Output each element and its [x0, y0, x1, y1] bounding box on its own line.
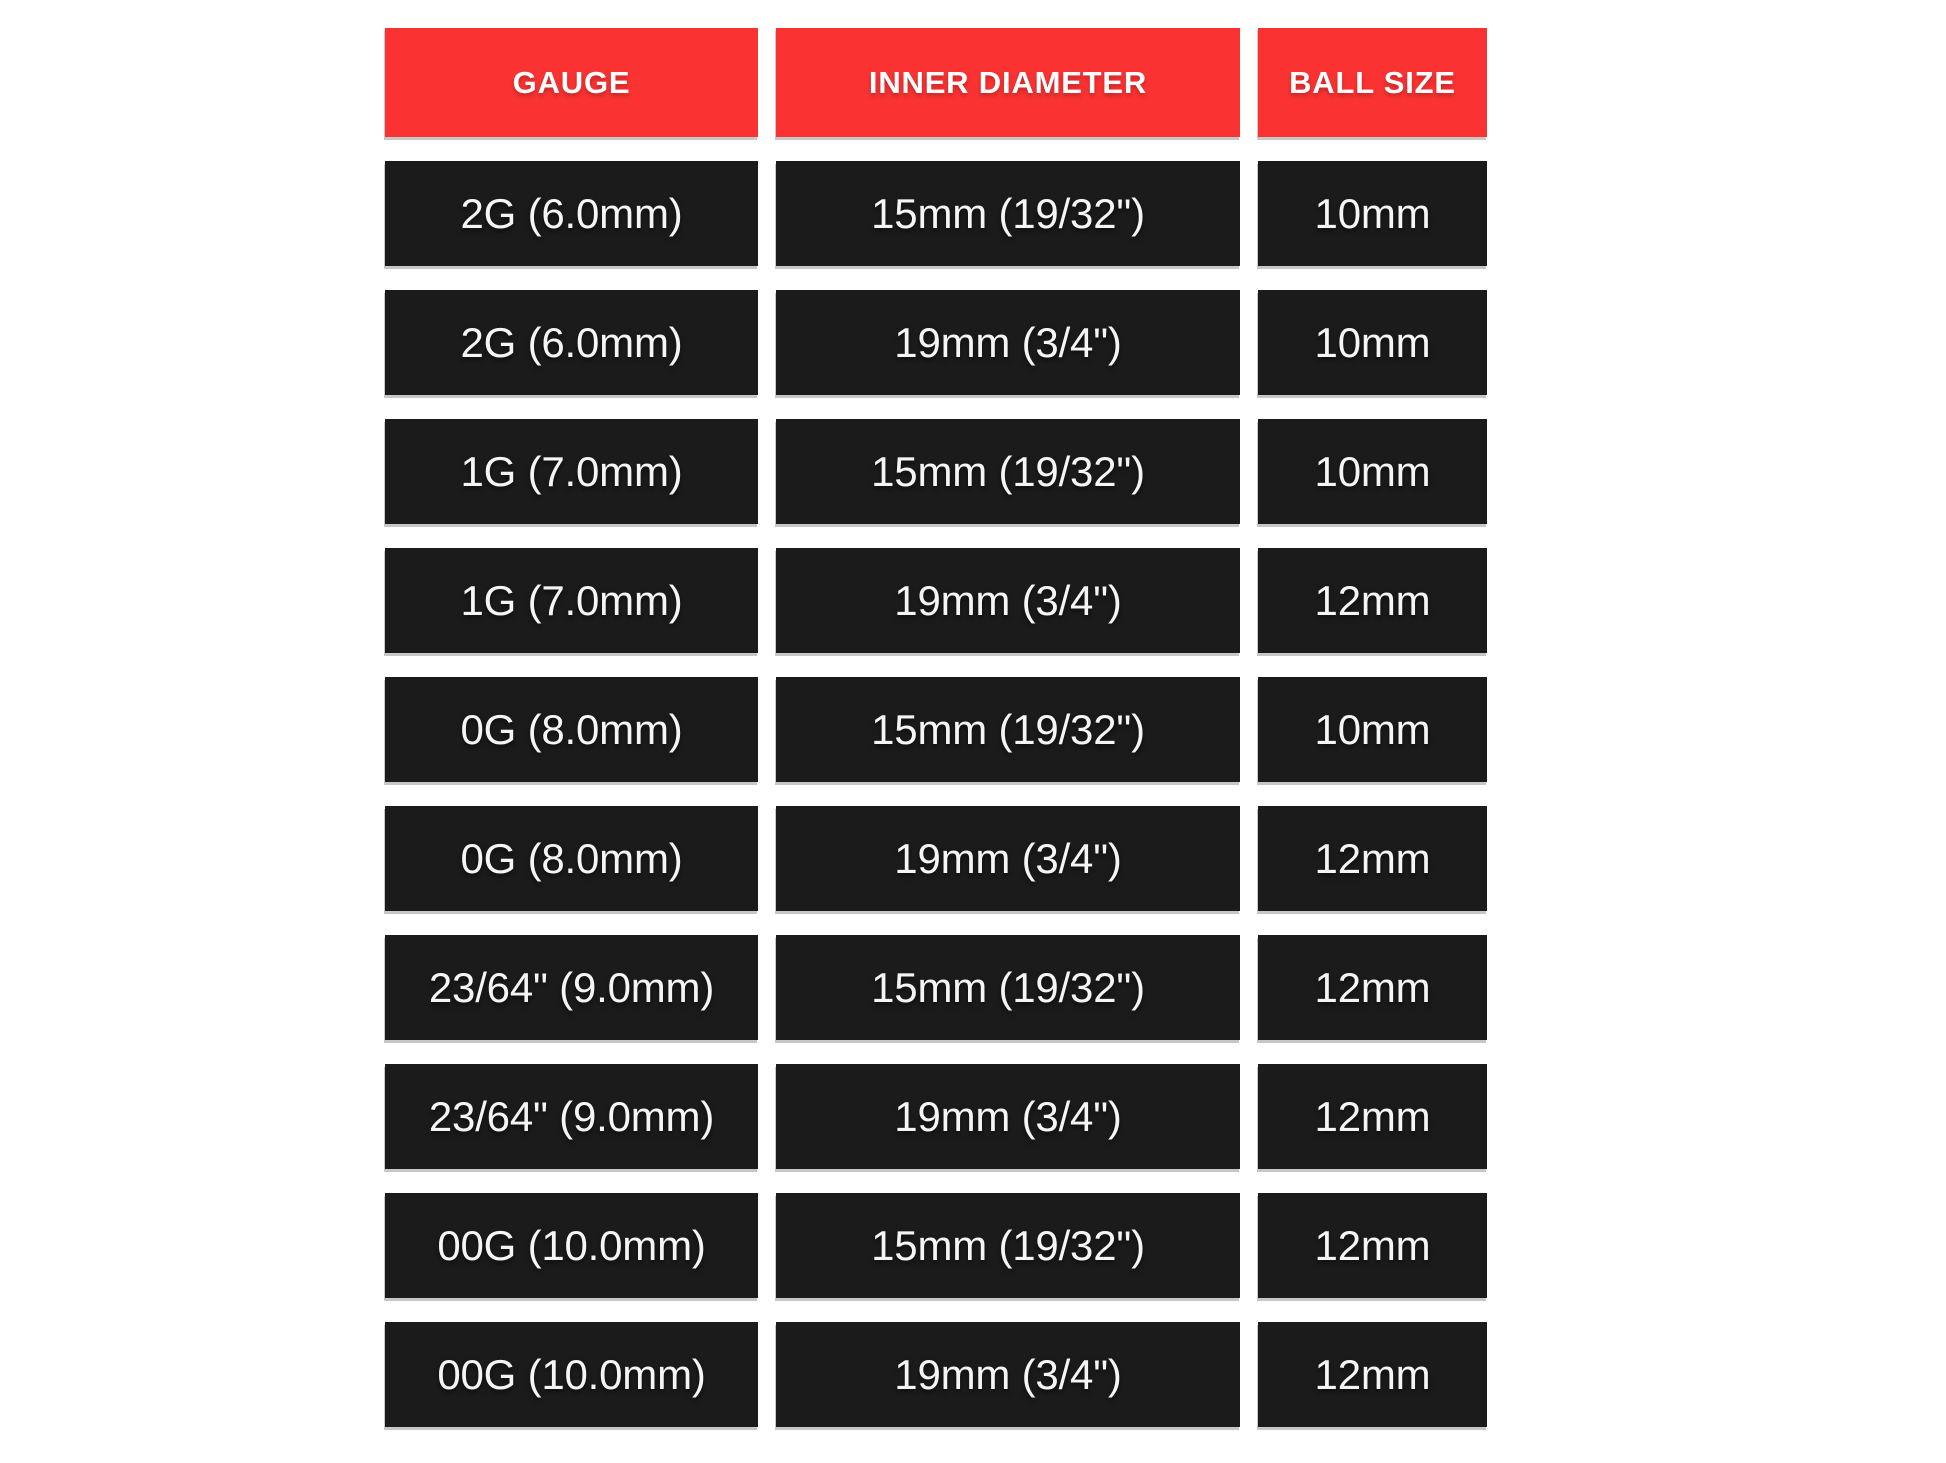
table-cell-inner-diameter: 15mm (19/32"): [776, 935, 1240, 1040]
gauge-size-chart-table: GAUGE INNER DIAMETER BALL SIZE 2G (6.0mm…: [385, 28, 1487, 1427]
table-cell-gauge: 0G (8.0mm): [385, 677, 758, 782]
table-cell-gauge: 1G (7.0mm): [385, 548, 758, 653]
table-cell-gauge: 00G (10.0mm): [385, 1193, 758, 1298]
table-cell-inner-diameter: 15mm (19/32"): [776, 677, 1240, 782]
table-cell-gauge: 2G (6.0mm): [385, 161, 758, 266]
table-cell-ball-size: 12mm: [1258, 935, 1487, 1040]
table-cell-inner-diameter: 15mm (19/32"): [776, 1193, 1240, 1298]
column-header-inner-diameter: INNER DIAMETER: [776, 28, 1240, 137]
table-cell-ball-size: 12mm: [1258, 548, 1487, 653]
table-cell-inner-diameter: 19mm (3/4"): [776, 806, 1240, 911]
table-cell-ball-size: 10mm: [1258, 161, 1487, 266]
table-cell-inner-diameter: 19mm (3/4"): [776, 1064, 1240, 1169]
table-cell-gauge: 00G (10.0mm): [385, 1322, 758, 1427]
column-header-ball-size: BALL SIZE: [1258, 28, 1487, 137]
table-cell-ball-size: 10mm: [1258, 290, 1487, 395]
column-header-gauge: GAUGE: [385, 28, 758, 137]
table-cell-ball-size: 12mm: [1258, 1322, 1487, 1427]
table-cell-inner-diameter: 15mm (19/32"): [776, 161, 1240, 266]
table-cell-inner-diameter: 19mm (3/4"): [776, 1322, 1240, 1427]
table-cell-ball-size: 12mm: [1258, 1193, 1487, 1298]
table-cell-gauge: 2G (6.0mm): [385, 290, 758, 395]
table-cell-inner-diameter: 19mm (3/4"): [776, 290, 1240, 395]
table-cell-inner-diameter: 19mm (3/4"): [776, 548, 1240, 653]
table-cell-gauge: 23/64" (9.0mm): [385, 1064, 758, 1169]
table-cell-ball-size: 10mm: [1258, 419, 1487, 524]
table-cell-inner-diameter: 15mm (19/32"): [776, 419, 1240, 524]
table-cell-ball-size: 12mm: [1258, 806, 1487, 911]
table-cell-gauge: 1G (7.0mm): [385, 419, 758, 524]
table-cell-gauge: 23/64" (9.0mm): [385, 935, 758, 1040]
table-cell-ball-size: 10mm: [1258, 677, 1487, 782]
table-cell-ball-size: 12mm: [1258, 1064, 1487, 1169]
table-cell-gauge: 0G (8.0mm): [385, 806, 758, 911]
